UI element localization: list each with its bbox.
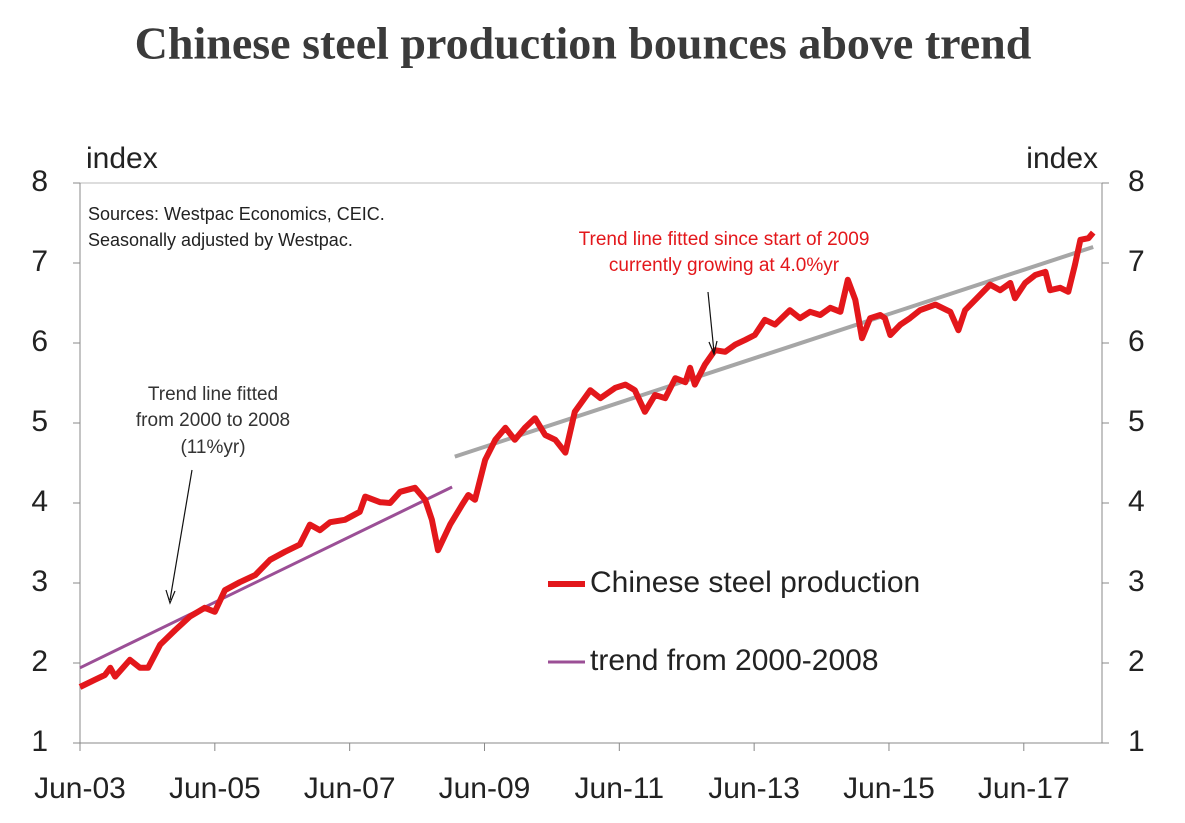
annotation-arrow xyxy=(165,291,718,605)
annotation: (11%yr) xyxy=(180,437,245,458)
chart-title: Chinese steel production bounces above t… xyxy=(135,18,1032,69)
y-tick-label: 8 xyxy=(31,165,48,198)
x-tick-label: Jun-09 xyxy=(439,772,531,805)
y2-tick-label: 6 xyxy=(1128,325,1145,358)
annotation: currently growing at 4.0%yr xyxy=(609,255,840,276)
source-note: Sources: Westpac Economics, CEIC. xyxy=(88,204,385,224)
x-tick-label: Jun-07 xyxy=(304,772,396,805)
y-tick-label: 3 xyxy=(31,565,48,598)
y-tick-label: 1 xyxy=(31,725,48,758)
y-axis-label: index xyxy=(86,142,158,175)
y-tick-label: 4 xyxy=(31,485,48,518)
y2-tick-label: 8 xyxy=(1128,165,1145,198)
y2-tick-label: 4 xyxy=(1128,485,1145,518)
y-tick-label: 7 xyxy=(31,245,48,278)
annotation: Trend line fitted xyxy=(148,384,278,405)
series-line xyxy=(454,245,1094,459)
y2-axis-label: index xyxy=(1026,142,1098,175)
y2-tick-label: 3 xyxy=(1128,565,1145,598)
series-line xyxy=(79,485,453,670)
y2-tick-label: 7 xyxy=(1128,245,1145,278)
series-line xyxy=(78,230,1096,690)
legend-label: Chinese steel production xyxy=(590,566,920,599)
y-tick-label: 5 xyxy=(31,405,48,438)
x-tick-label: Jun-05 xyxy=(169,772,261,805)
source-note: Seasonally adjusted by Westpac. xyxy=(88,230,353,250)
y2-tick-label: 5 xyxy=(1128,405,1145,438)
annotation: from 2000 to 2008 xyxy=(136,410,290,431)
annotation: Trend line fitted since start of 2009 xyxy=(579,229,870,250)
plot-frame xyxy=(79,182,1103,744)
y-tick-label: 6 xyxy=(31,325,48,358)
x-tick-label: Jun-17 xyxy=(978,772,1070,805)
y2-tick-label: 2 xyxy=(1128,645,1145,678)
legend-label: trend from 2000-2008 xyxy=(590,644,879,677)
x-tick-label: Jun-03 xyxy=(34,772,126,805)
x-tick-label: Jun-15 xyxy=(843,772,935,805)
x-tick-label: Jun-11 xyxy=(575,772,665,805)
y-tick-label: 2 xyxy=(31,645,48,678)
y2-tick-label: 1 xyxy=(1128,725,1145,758)
x-tick-label: Jun-13 xyxy=(708,772,800,805)
